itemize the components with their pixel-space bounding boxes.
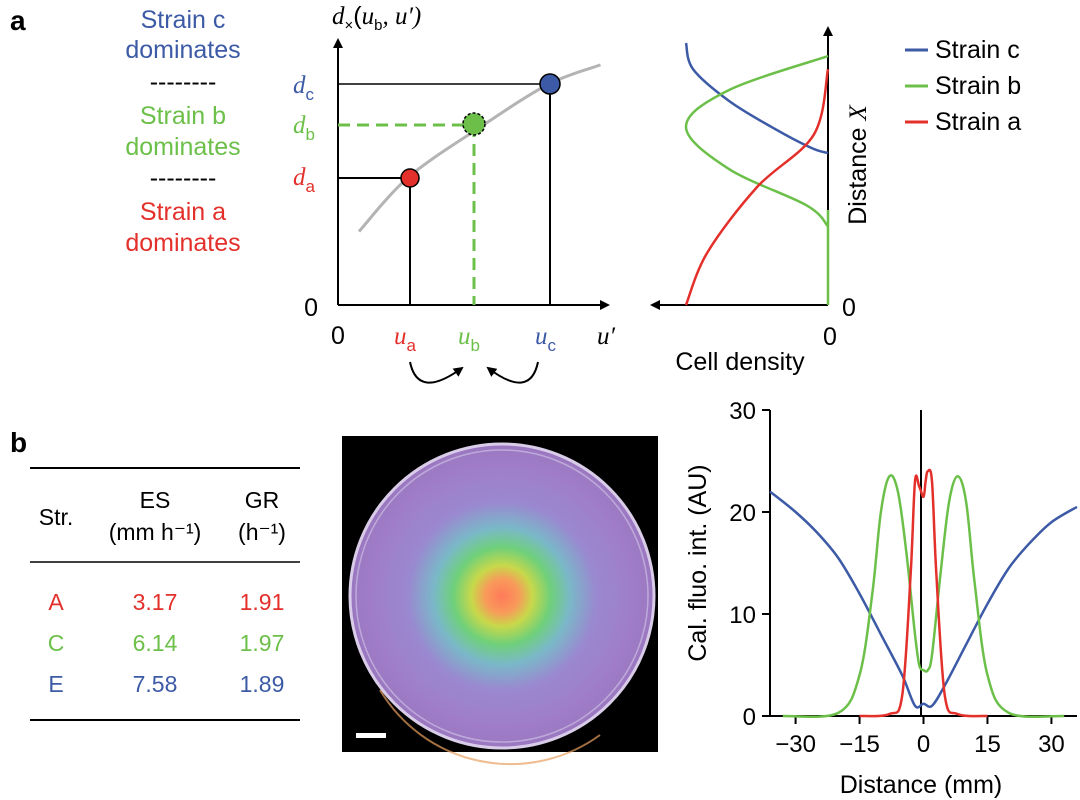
petri-dish-image (342, 436, 658, 766)
x-tick-label: 30 (1038, 731, 1065, 758)
panel-a-right-axes (650, 26, 833, 310)
guide-lines (338, 83, 551, 305)
point-strain-b (462, 112, 486, 136)
dish-rim-glow (379, 689, 601, 766)
y-tick-label: 30 (729, 398, 756, 425)
tick-ua: ua (394, 323, 417, 355)
dx-curve (357, 63, 602, 233)
table-cell-str: E (48, 671, 63, 697)
tick-da: da (293, 164, 316, 196)
arrow-from-uc (486, 361, 539, 384)
legend: Strain c Strain b Strain a (905, 36, 1021, 136)
table-cell-gr: 1.91 (240, 589, 285, 615)
strain-b-dominates-line1: Strain b (140, 102, 226, 130)
x-axis-title: u′ (597, 323, 616, 350)
tick-dc: dc (293, 72, 315, 104)
table-cell-gr: 1.97 (240, 630, 285, 656)
origin-x: 0 (331, 322, 345, 350)
converging-arrows (409, 361, 539, 384)
header-str: Str. (39, 504, 74, 530)
y-axis-title: d×(ub, u′) (332, 2, 421, 34)
profile-line-strain-a (859, 468, 988, 718)
x-tick-label: 15 (974, 731, 1001, 758)
distance-zero: 0 (842, 294, 856, 322)
panel-b-label: b (10, 427, 27, 458)
header-es: ES (140, 487, 171, 513)
x-tick-labels: 0 ua ub uc u′ (331, 322, 615, 355)
strain-c-dominates-line2: dominates (125, 36, 240, 64)
header-es-unit: (mm h⁻¹) (109, 519, 202, 545)
separator-top: -------- (150, 68, 217, 96)
x-tick-label: −30 (775, 731, 816, 758)
scale-bar (356, 733, 386, 738)
dish-fluorescence (350, 444, 654, 748)
density-curves (684, 42, 830, 306)
y-tick-label: 10 (729, 602, 756, 629)
arrow-from-ua (409, 361, 464, 384)
table-cell-es: 3.17 (133, 589, 178, 615)
strain-a-dominates-line1: Strain a (140, 198, 226, 226)
panel-a-label: a (10, 5, 26, 36)
header-gr-unit: (h⁻¹) (238, 519, 286, 545)
point-strain-c (539, 73, 561, 95)
density-line-strain-c (684, 42, 829, 155)
profile-lines (769, 468, 1078, 719)
density-axis-title: Cell density (675, 348, 805, 376)
table-cell-str: C (48, 630, 65, 656)
y-tick-labels: dc db da 0 (293, 72, 318, 322)
dish-rim-inner (355, 449, 649, 743)
table-cell-es: 7.58 (133, 671, 178, 697)
legend-strain-a: Strain a (935, 108, 1021, 136)
legend-strain-b: Strain b (935, 72, 1021, 100)
profile-line-strain-b (782, 474, 1065, 719)
profile-y-title: Cal. fluo. int. (AU) (684, 464, 712, 661)
y-tick-label: 0 (743, 704, 756, 731)
density-zero: 0 (823, 323, 837, 351)
table-cell-gr: 1.89 (240, 671, 285, 697)
profile-line-strain-c (769, 490, 1078, 709)
density-line-strain-b (684, 54, 829, 228)
legend-strain-c: Strain c (935, 36, 1020, 64)
table-cell-str: A (48, 589, 64, 615)
header-gr: GR (245, 487, 280, 513)
strain-c-dominates-line1: Strain c (141, 6, 226, 34)
y-tick-label: 20 (729, 500, 756, 527)
tick-db: db (293, 112, 315, 144)
dominance-labels: Strain c dominates -------- Strain b dom… (125, 6, 240, 257)
strain-a-dominates-line2: dominates (125, 229, 240, 257)
fluorescence-profile-chart: −30 −15 0 15 30 0 10 20 30 Distance (mm) Cal. fl… (684, 398, 1078, 799)
point-strain-a (400, 168, 420, 188)
distance-axis-title: Distance X (844, 104, 872, 225)
density-line-strain-a (684, 68, 830, 306)
profile-ticks: −30 −15 0 15 30 0 10 20 30 (729, 398, 1064, 758)
strain-b-dominates-line2: dominates (125, 133, 240, 161)
x-tick-label: −15 (839, 731, 880, 758)
profile-x-title: Distance (mm) (840, 771, 1003, 799)
origin-y: 0 (304, 294, 318, 322)
x-tick-label: 0 (917, 731, 930, 758)
table-cell-es: 6.14 (133, 630, 178, 656)
table-rows: A 3.17 1.91 C 6.14 1.97 E 7.58 1.89 (48, 589, 285, 697)
tick-uc: uc (535, 323, 557, 355)
separator-bottom: -------- (150, 164, 217, 192)
dish-rim-outer (348, 442, 656, 750)
strain-table: Str. ES (mm h⁻¹) GR (h⁻¹) A 3.17 1.91 C 6.14… (30, 467, 300, 721)
tick-ub: ub (458, 323, 480, 355)
